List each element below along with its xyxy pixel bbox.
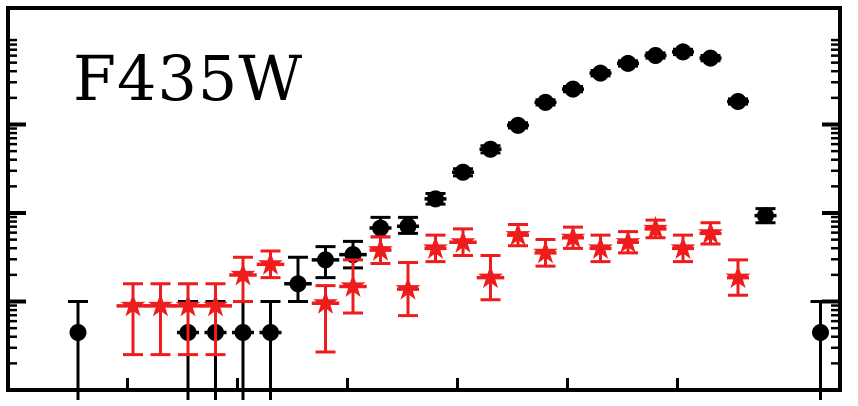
data-point: [670, 233, 696, 264]
data-point: [562, 80, 584, 98]
data-point: [424, 190, 447, 208]
point-marker: [505, 222, 531, 246]
data-point: [699, 49, 722, 67]
data-point: [560, 224, 586, 250]
data-point: [615, 229, 641, 255]
point-marker: [812, 323, 829, 341]
data-point: [588, 233, 613, 264]
point-marker: [615, 229, 641, 253]
data-point: [810, 300, 831, 400]
point-marker: [395, 276, 421, 300]
axes-frame: [6, 6, 842, 392]
data-point: [589, 64, 612, 82]
point-marker: [674, 43, 692, 61]
data-point: [476, 253, 505, 302]
point-marker: [643, 215, 668, 240]
data-point: [423, 233, 448, 264]
point-marker: [368, 237, 393, 261]
data-point: [395, 261, 421, 318]
point-marker: [175, 292, 201, 317]
data-point: [68, 300, 88, 400]
point-marker: [670, 235, 696, 259]
point-marker: [757, 207, 774, 225]
data-point: [311, 284, 340, 354]
point-marker: [725, 264, 751, 289]
data-point: [698, 220, 723, 246]
point-marker: [478, 264, 503, 289]
point-marker: [537, 93, 554, 111]
point-marker: [258, 251, 283, 275]
data-point: [505, 222, 531, 248]
data-point: [144, 282, 177, 357]
data-point: [725, 258, 751, 297]
data-point: [449, 227, 477, 257]
data-point: [727, 92, 749, 110]
data-point: [256, 249, 285, 280]
point-marker: [592, 64, 609, 82]
data-point: [754, 207, 777, 225]
point-marker: [372, 219, 389, 237]
point-marker: [203, 292, 228, 317]
data-point: [368, 235, 393, 265]
point-marker: [120, 292, 146, 317]
point-marker: [509, 116, 527, 134]
point-marker: [399, 217, 417, 235]
data-point: [644, 46, 667, 64]
data-point: [311, 245, 340, 280]
series-layer: [68, 43, 831, 400]
point-marker: [423, 235, 448, 259]
point-marker: [647, 46, 664, 64]
data-point: [507, 116, 529, 134]
series-2: [116, 215, 751, 357]
data-point: [617, 54, 639, 72]
point-marker: [450, 229, 476, 253]
data-point: [259, 300, 282, 400]
point-marker: [230, 261, 256, 286]
point-marker: [702, 49, 719, 67]
point-marker: [427, 190, 444, 208]
point-marker: [234, 323, 252, 341]
data-point: [672, 43, 694, 61]
point-marker: [313, 290, 338, 314]
data-point: [534, 93, 557, 111]
data-point: [199, 282, 232, 357]
point-marker: [340, 273, 366, 297]
data-point: [339, 258, 367, 315]
panel-label: F435W: [73, 42, 303, 115]
point-marker: [588, 235, 613, 259]
point-marker: [454, 163, 472, 181]
data-point: [284, 255, 312, 303]
point-marker: [317, 251, 334, 269]
point-marker: [289, 275, 307, 293]
point-marker: [482, 140, 499, 158]
data-point: [643, 215, 668, 240]
point-marker: [729, 92, 747, 110]
point-marker: [69, 323, 87, 341]
axes-box: [6, 6, 842, 392]
data-point: [397, 215, 419, 235]
point-marker: [619, 54, 637, 72]
point-marker: [533, 239, 558, 264]
data-point: [479, 140, 502, 158]
point-marker: [564, 80, 582, 98]
data-point: [452, 163, 474, 181]
data-point: [533, 238, 558, 268]
point-marker: [560, 224, 586, 249]
point-marker: [148, 292, 173, 317]
point-marker: [698, 220, 723, 244]
point-marker: [262, 323, 279, 341]
data-point: [229, 255, 257, 303]
